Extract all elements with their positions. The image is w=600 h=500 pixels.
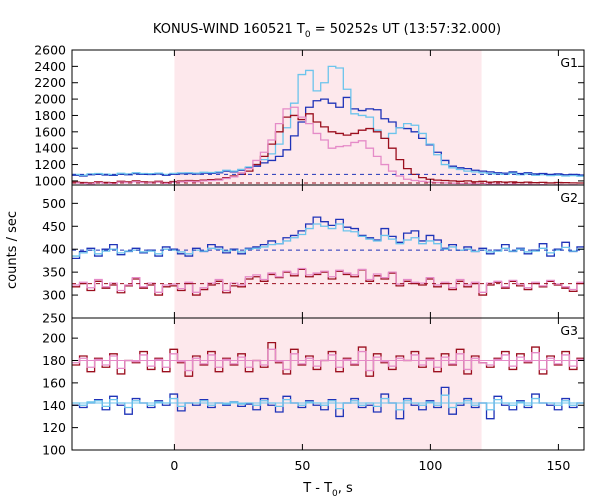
y-tick-label: 1200 bbox=[34, 157, 66, 172]
label-layer: 100012001400160018002000220024002600G125… bbox=[34, 43, 578, 474]
chart-title: KONUS-WIND 160521 T0 = 50252s UT (13:57:… bbox=[153, 22, 501, 40]
y-tick-label: 140 bbox=[42, 398, 66, 413]
x-tick-label: 50 bbox=[294, 458, 310, 473]
x-tick-label: 100 bbox=[418, 458, 442, 473]
y-tick-label: 2000 bbox=[34, 92, 66, 107]
y-tick-label: 160 bbox=[42, 375, 66, 390]
y-tick-label: 250 bbox=[42, 311, 66, 326]
background-level-layer bbox=[72, 173, 584, 404]
y-tick-label: 2200 bbox=[34, 75, 66, 90]
y-axis-label: counts / sec bbox=[5, 211, 20, 289]
panel-g3-series-group bbox=[72, 341, 584, 420]
y-tick-label: 180 bbox=[42, 353, 66, 368]
panel-label-g3: G3 bbox=[560, 323, 578, 338]
y-tick-label: 300 bbox=[42, 288, 66, 303]
y-tick-label: 350 bbox=[42, 265, 66, 280]
panel-g3-pink-series bbox=[72, 348, 584, 372]
y-tick-label: 500 bbox=[42, 196, 66, 211]
y-tick-label: 120 bbox=[42, 420, 66, 435]
y-tick-label: 1600 bbox=[34, 124, 66, 139]
panel-g3-frame bbox=[71, 317, 585, 451]
panel-label-g1: G1 bbox=[560, 55, 578, 70]
y-tick-label: 100 bbox=[42, 443, 66, 458]
y-tick-label: 1800 bbox=[34, 108, 66, 123]
y-tick-label: 200 bbox=[42, 331, 66, 346]
y-tick-label: 450 bbox=[42, 219, 66, 234]
y-tick-label: 2400 bbox=[34, 59, 66, 74]
panel-g3-lightblue-series bbox=[72, 394, 584, 411]
panel-label-g2: G2 bbox=[560, 190, 578, 205]
frame-layer bbox=[71, 49, 585, 451]
x-tick-label: 0 bbox=[170, 458, 178, 473]
y-tick-label: 400 bbox=[42, 242, 66, 257]
panel-g2-pink-series bbox=[72, 267, 584, 293]
x-tick-label: 150 bbox=[546, 458, 570, 473]
y-tick-label: 2600 bbox=[34, 43, 66, 58]
y-tick-label: 1000 bbox=[34, 173, 66, 188]
x-axis-label: T - T0, s bbox=[302, 481, 353, 499]
tick-layer bbox=[72, 49, 584, 451]
y-tick-label: 1400 bbox=[34, 141, 66, 156]
